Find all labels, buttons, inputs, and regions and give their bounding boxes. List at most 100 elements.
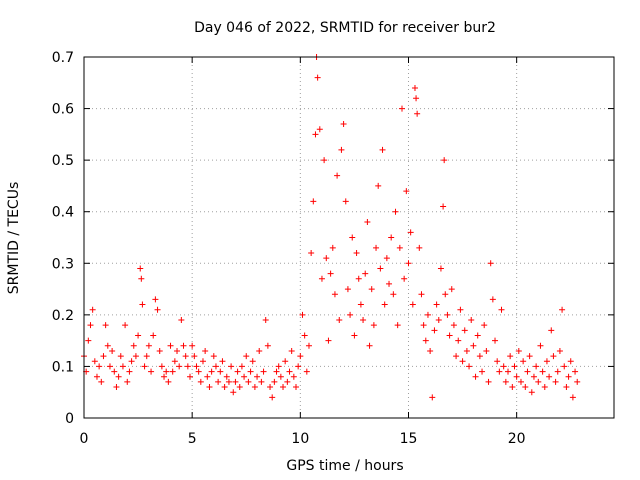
data-point [143,353,150,360]
data-point [442,291,449,298]
data-point [420,322,427,329]
data-point [100,353,107,360]
data-point [102,322,109,329]
data-point [481,322,488,329]
data-point [524,368,531,375]
data-point [483,347,490,354]
data-point [284,378,291,385]
y-tick-label: 0.2 [52,308,74,324]
data-point [351,332,358,339]
data-point [219,358,226,365]
data-point [414,110,421,117]
data-point [381,301,388,308]
data-point [329,244,336,251]
data-point [563,384,570,391]
data-point [463,347,470,354]
data-point [182,353,189,360]
x-axis-label: GPS time / hours [286,458,403,474]
data-point [334,172,341,179]
data-point [251,384,258,391]
data-point [427,347,434,354]
data-point [450,322,457,329]
data-point [403,188,410,195]
data-point [228,363,235,370]
data-point [152,296,159,303]
data-point [457,306,464,313]
data-point [489,296,496,303]
data-point [232,378,239,385]
data-point [308,249,315,256]
data-point [422,337,429,344]
data-point [238,363,245,370]
data-point [511,363,518,370]
data-point [104,342,111,349]
data-point [176,363,183,370]
data-point [468,317,475,324]
data-point [199,358,206,365]
data-point [487,260,494,267]
data-point [249,358,256,365]
data-point [435,317,442,324]
data-point [418,291,425,298]
data-point [390,291,397,298]
data-point [561,363,568,370]
data-point [509,384,516,391]
data-point [496,368,503,375]
data-point [299,311,306,318]
data-point [204,373,211,380]
data-point [202,347,209,354]
data-point [301,332,308,339]
data-point [138,275,145,282]
data-point [165,378,172,385]
data-point [357,301,364,308]
data-point [295,363,302,370]
data-point [574,378,581,385]
data-point [388,234,395,241]
y-tick-label: 0.3 [52,256,74,272]
data-point [290,373,297,380]
grid-lines [84,57,614,418]
data-point [148,368,155,375]
y-tick-label: 0.7 [52,50,74,66]
data-point [364,219,371,226]
data-point [230,389,237,396]
data-point [470,342,477,349]
data-point [150,332,157,339]
data-point [474,332,481,339]
plot-frame [83,56,615,419]
data-point [433,301,440,308]
data-point [459,358,466,365]
data-point [286,368,293,375]
data-point [383,255,390,262]
data-point [413,95,420,102]
data-point [431,327,438,334]
data-point [254,373,261,380]
data-point [212,363,219,370]
data-point [247,368,254,375]
data-point [466,363,473,370]
data-point [158,363,165,370]
x-tick-label: 15 [400,431,418,447]
data-point [530,373,537,380]
data-point [461,327,468,334]
y-axis-label: SRMTID / TECUs [6,182,22,295]
data-point [407,229,414,236]
data-point [305,342,312,349]
data-point [500,363,507,370]
data-point [340,121,347,128]
data-point [277,373,284,380]
data-point [145,342,152,349]
data-point [440,203,447,210]
data-point [526,353,533,360]
data-point [513,373,520,380]
data-point [543,358,550,365]
data-point [401,275,408,282]
data-point [476,353,483,360]
data-point [132,353,139,360]
data-point [275,363,282,370]
data-point [355,275,362,282]
data-point [517,378,524,385]
data-point [243,353,250,360]
data-point [556,347,563,354]
data-point [342,198,349,205]
